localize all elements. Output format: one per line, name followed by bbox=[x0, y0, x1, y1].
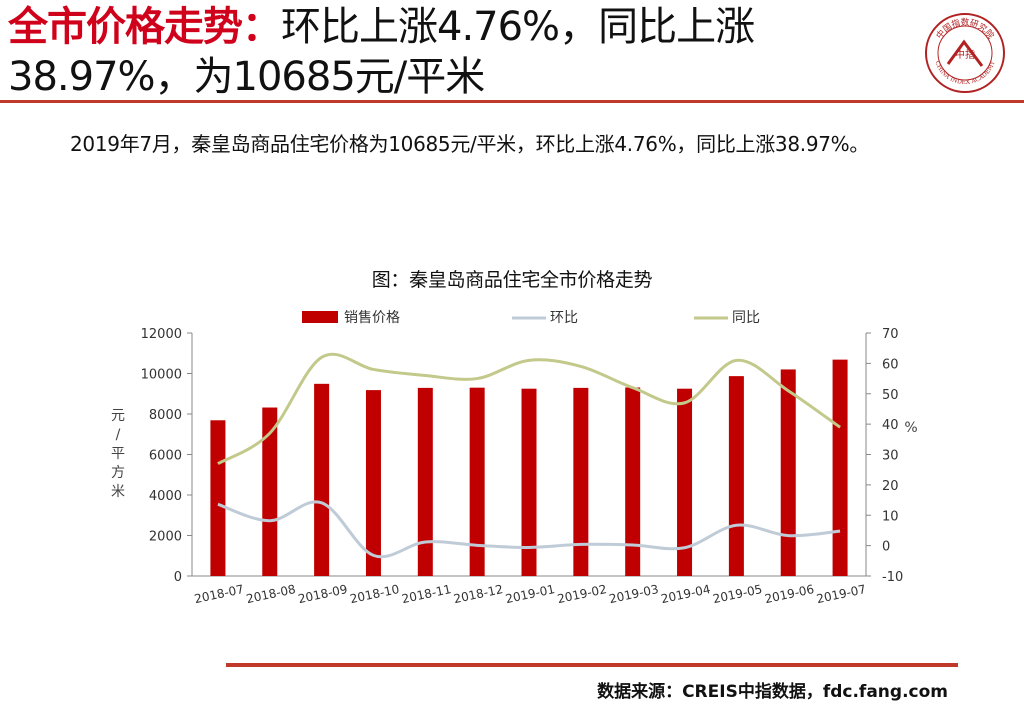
bar-sales-price bbox=[832, 359, 848, 576]
line-series-mom bbox=[217, 500, 841, 559]
left-tick-label: 12000 bbox=[141, 327, 182, 342]
page-title-line2: 38.97%，为10685元/平米 bbox=[8, 54, 485, 100]
left-tick-label: 0 bbox=[174, 570, 182, 585]
left-tick-label: 2000 bbox=[149, 530, 182, 545]
x-tick-label: 2018-11 bbox=[400, 582, 452, 606]
left-axis-label-char: / bbox=[116, 427, 121, 443]
bar-sales-price bbox=[573, 387, 589, 576]
right-tick-label: 0 bbox=[882, 540, 890, 555]
right-axis-label: % bbox=[904, 420, 917, 436]
data-source: 数据来源：CREIS中指数据，fdc.fang.com bbox=[597, 682, 948, 702]
bar-sales-price bbox=[677, 388, 693, 576]
bar-sales-price bbox=[780, 369, 796, 576]
bar-sales-price bbox=[728, 376, 744, 576]
right-tick-label: -10 bbox=[882, 570, 903, 585]
x-tick-label: 2018-07 bbox=[193, 582, 245, 606]
bar-sales-price bbox=[210, 420, 226, 576]
bar-sales-price bbox=[417, 387, 433, 576]
x-tick-label: 2019-02 bbox=[556, 582, 608, 606]
legend-label-yoy: 同比 bbox=[732, 310, 760, 326]
left-tick-label: 6000 bbox=[149, 449, 182, 464]
title-text: 环比上涨4.76%，同比上涨 bbox=[281, 4, 755, 50]
line-series-yoy bbox=[217, 352, 841, 465]
title-highlight: 全市价格走势： bbox=[8, 4, 282, 50]
left-tick-label: 10000 bbox=[141, 368, 182, 383]
x-tick-label: 2018-09 bbox=[297, 582, 349, 606]
bar-sales-price bbox=[625, 387, 641, 576]
left-axis-label-char: 方 bbox=[111, 465, 125, 481]
title-divider bbox=[0, 100, 1024, 103]
left-tick-label: 8000 bbox=[149, 408, 182, 423]
bar-sales-price bbox=[469, 387, 485, 576]
legend-swatch-sales-price bbox=[302, 311, 338, 323]
right-tick-label: 20 bbox=[882, 479, 899, 494]
left-axis-label-char: 元 bbox=[111, 408, 125, 424]
legend-label-sales-price: 销售价格 bbox=[344, 310, 400, 326]
right-tick-label: 10 bbox=[882, 509, 899, 524]
x-tick-label: 2019-04 bbox=[660, 582, 712, 606]
x-tick-label: 2019-06 bbox=[763, 582, 815, 606]
x-tick-label: 2019-01 bbox=[504, 582, 556, 606]
chart-title: 图：秦皇岛商品住宅全市价格走势 bbox=[371, 269, 653, 291]
china-index-academy-logo: 中国指数研究院 CHINA INDEX ACADEMY 中指 bbox=[925, 13, 1005, 93]
right-tick-label: 60 bbox=[882, 357, 899, 372]
page-title: 全市价格走势：环比上涨4.76%，同比上涨 bbox=[8, 4, 755, 50]
logo-center-text: 中指 bbox=[955, 48, 975, 61]
right-tick-label: 70 bbox=[882, 327, 899, 342]
summary-text: 2019年7月，秦皇岛商品住宅价格为10685元/平米，环比上涨4.76%，同比… bbox=[70, 132, 870, 156]
x-tick-label: 2019-05 bbox=[712, 582, 764, 606]
x-tick-label: 2018-12 bbox=[452, 582, 504, 606]
x-tick-label: 2019-03 bbox=[608, 582, 660, 606]
x-tick-label: 2018-10 bbox=[349, 582, 401, 606]
legend-label-mom: 环比 bbox=[550, 310, 578, 326]
bar-sales-price bbox=[314, 383, 330, 576]
left-tick-label: 4000 bbox=[149, 489, 182, 504]
bar-sales-price bbox=[365, 390, 381, 576]
right-tick-label: 40 bbox=[882, 418, 899, 433]
left-axis-label-char: 平 bbox=[111, 446, 125, 462]
right-tick-label: 30 bbox=[882, 449, 899, 464]
footer-divider bbox=[226, 663, 958, 667]
right-tick-label: 50 bbox=[882, 388, 899, 403]
bar-sales-price bbox=[262, 407, 278, 576]
x-tick-label: 2019-07 bbox=[815, 582, 867, 606]
left-axis-label-char: 米 bbox=[111, 484, 125, 500]
bar-sales-price bbox=[521, 388, 537, 576]
x-tick-label: 2018-08 bbox=[245, 582, 297, 606]
